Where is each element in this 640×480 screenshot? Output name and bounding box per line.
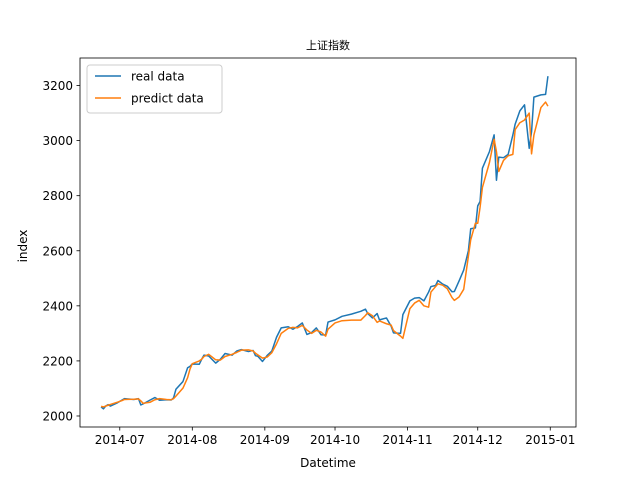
y-tick-label: 2400: [42, 299, 73, 313]
y-tick-label: 2600: [42, 244, 73, 258]
legend: real data predict data: [86, 64, 223, 114]
y-tick-label: 2200: [42, 354, 73, 368]
x-tick-label: 2014-09: [240, 433, 290, 447]
y-tick-label: 3200: [42, 79, 73, 93]
legend-label-predict-data: predict data: [131, 92, 204, 106]
x-tick-label: 2014-11: [382, 433, 432, 447]
x-tick-label: 2015-01: [525, 433, 575, 447]
x-tick-label: 2014-10: [310, 433, 360, 447]
legend-box: [86, 64, 223, 114]
chart-title: 上证指数: [306, 38, 350, 52]
y-axis: 2000 2200 2400 2600 2800 3000 3200: [42, 79, 80, 423]
y-axis-label: index: [16, 230, 30, 263]
y-tick-label: 2000: [42, 409, 73, 423]
x-tick-label: 2014-12: [453, 433, 503, 447]
x-axis: 2014-07 2014-08 2014-09 2014-10 2014-11 2014-…: [95, 427, 575, 447]
y-tick-label: 2800: [42, 189, 73, 203]
plot-area: [100, 76, 549, 410]
x-tick-label: 2014-08: [167, 433, 217, 447]
series-line-predict-data: [100, 101, 549, 408]
axes-frame: [79, 57, 577, 428]
x-axis-label: Datetime: [300, 456, 356, 470]
y-tick-label: 3000: [42, 134, 73, 148]
x-tick-label: 2014-07: [95, 433, 145, 447]
legend-label-real-data: real data: [131, 70, 185, 84]
